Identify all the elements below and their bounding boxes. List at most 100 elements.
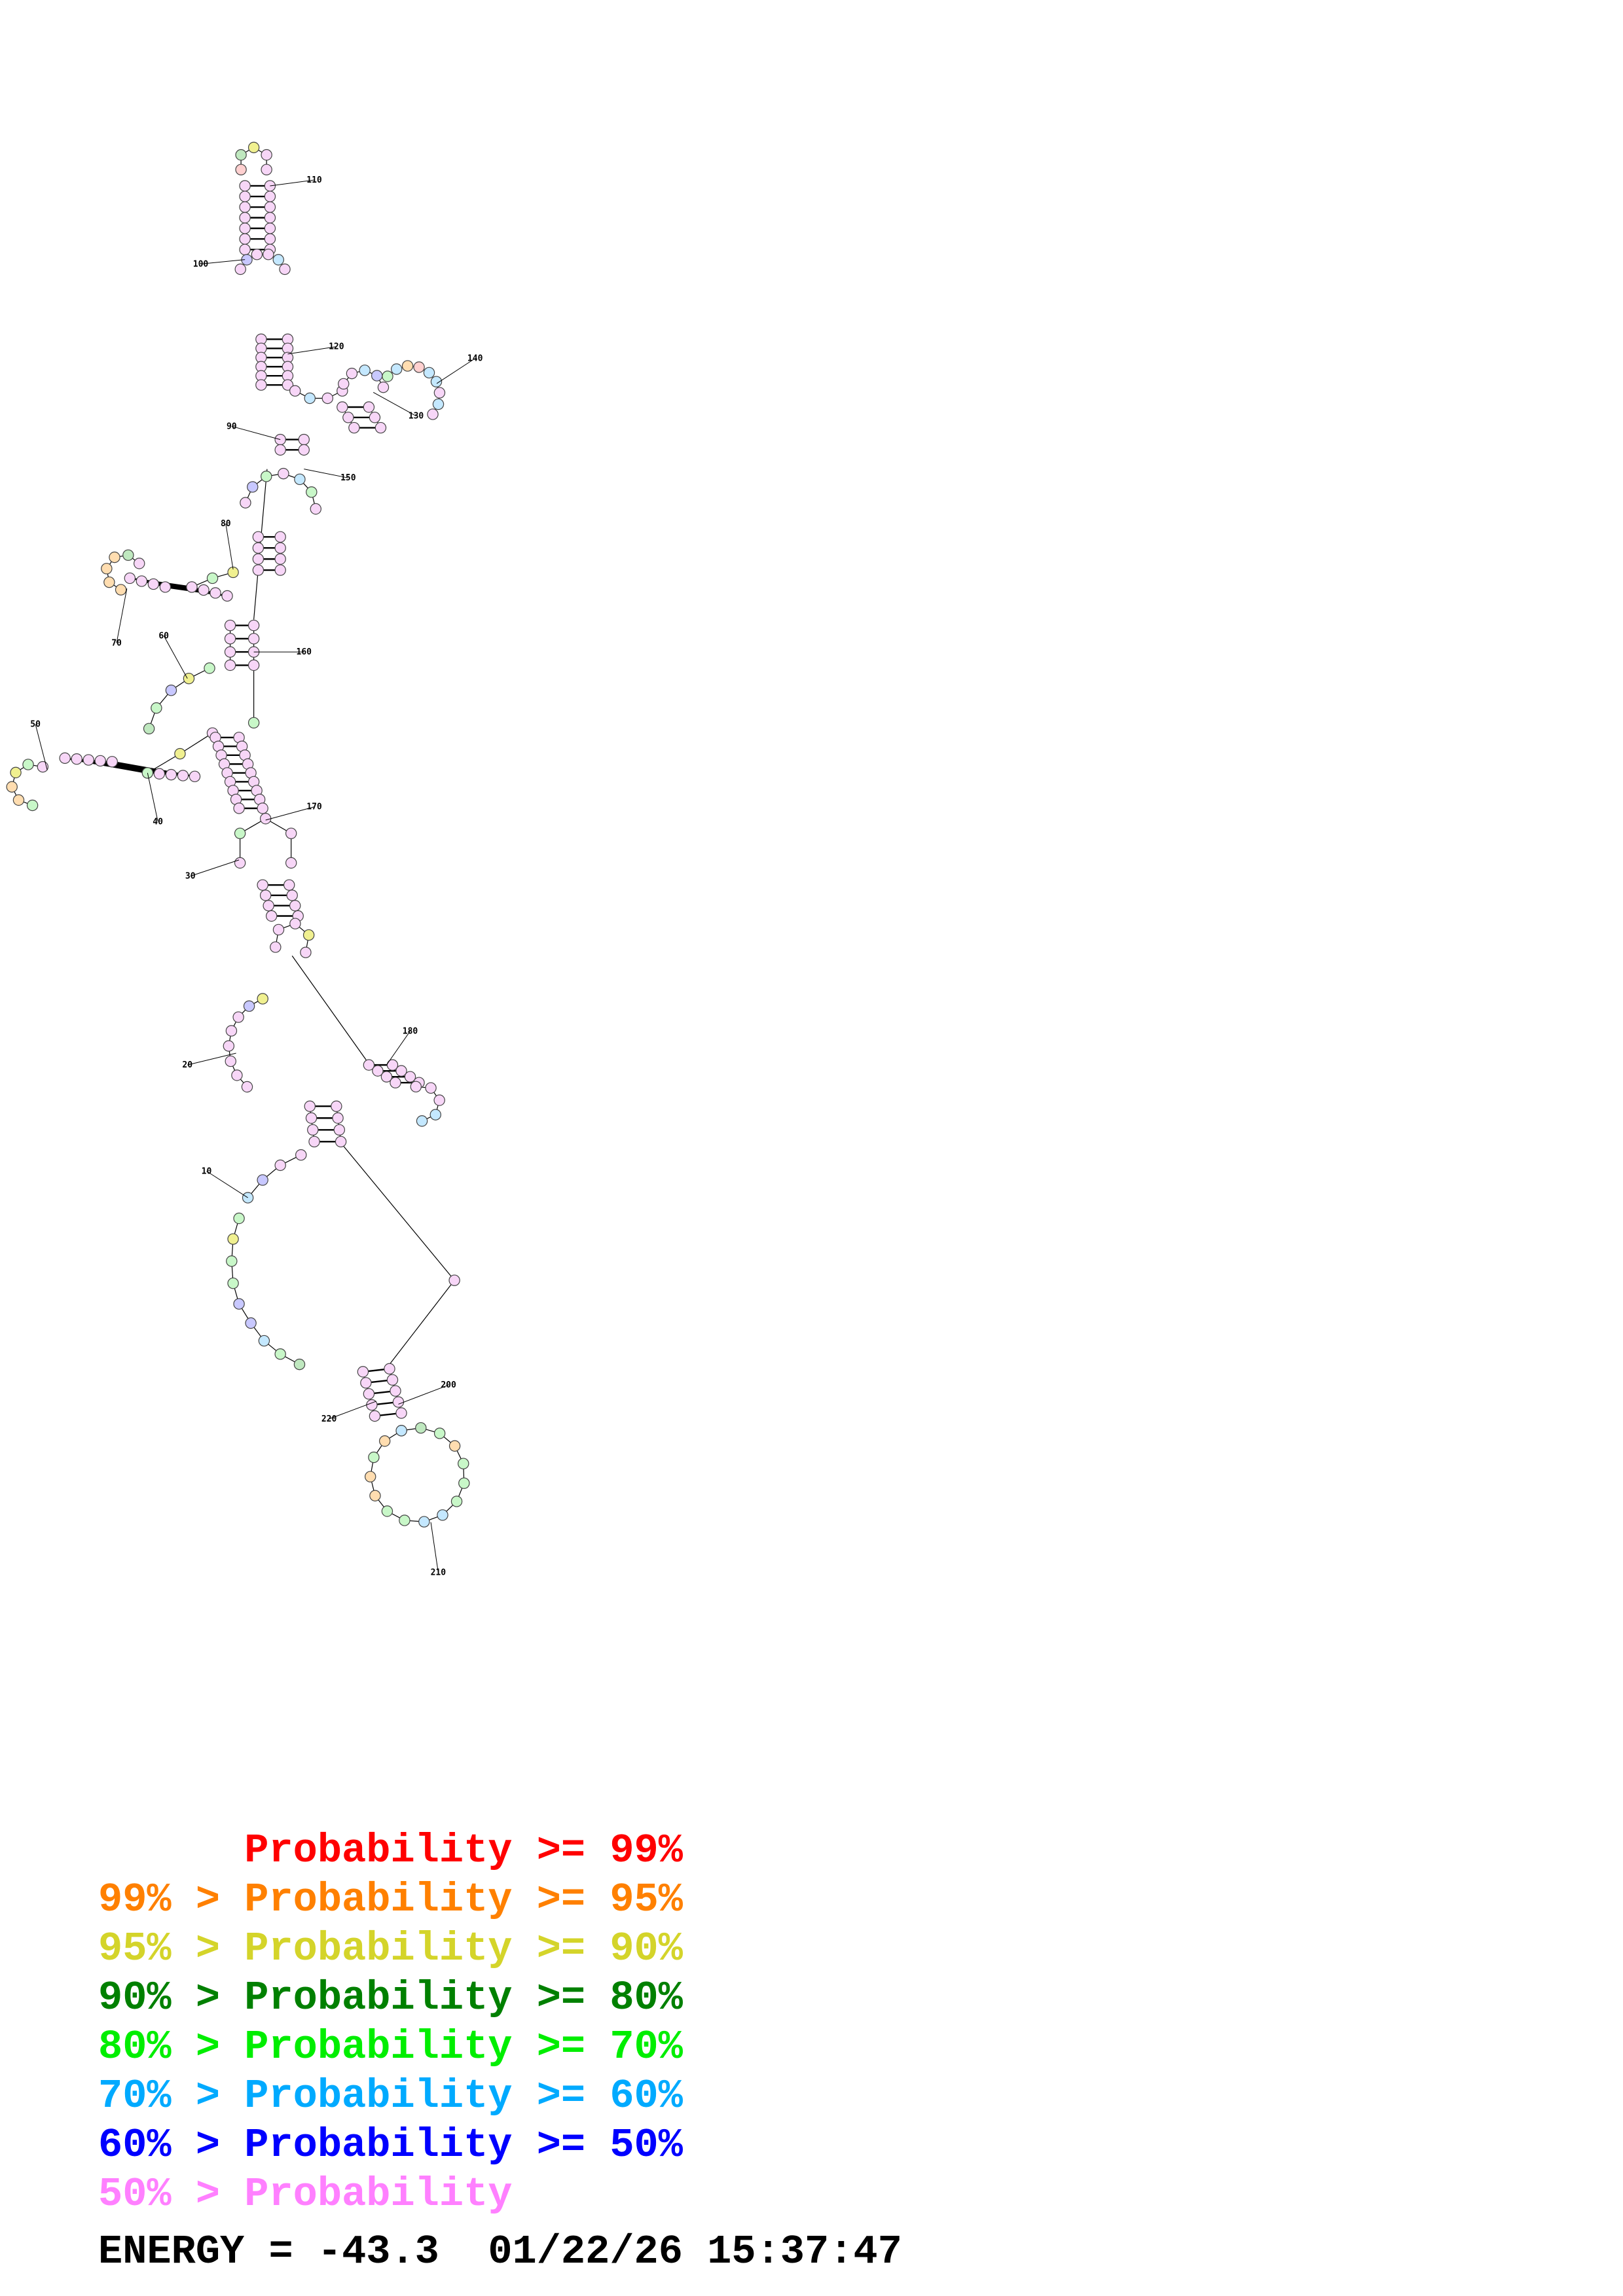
- nucleotide-node: [71, 753, 82, 765]
- nucleotide-node: [333, 1124, 346, 1136]
- nucleotide-node: [432, 398, 445, 410]
- nucleotide-node: [395, 1407, 407, 1419]
- nucleotide-node: [307, 1124, 319, 1136]
- nucleotide-node: [225, 1055, 236, 1067]
- legend-row: 60% > Probability >= 50%: [98, 2122, 683, 2168]
- nucleotide-node: [136, 575, 148, 587]
- position-label: 210: [431, 1568, 447, 1577]
- nucleotide-node: [305, 1112, 318, 1124]
- rna-secondary-structure-diagram: 10 20 30 40 50 60 70 80 90 100 110 120 130 140 150 160 1…: [6, 141, 483, 1577]
- nucleotide-node: [247, 717, 260, 728]
- position-label: 200: [441, 1380, 456, 1390]
- nucleotide-node: [332, 1112, 344, 1124]
- nucleotide-node: [204, 662, 215, 674]
- label-leader-line: [386, 1031, 410, 1066]
- nucleotide-node: [223, 1040, 235, 1052]
- nucleotide-node: [221, 590, 233, 602]
- label-leader-line: [225, 523, 234, 569]
- label-leader-line: [304, 469, 348, 478]
- nucleotide-node: [298, 444, 310, 456]
- nucleotide-node: [122, 549, 134, 561]
- nucleotide-node: [26, 799, 39, 812]
- nucleotide-node: [233, 802, 245, 814]
- nucleotide-node: [369, 412, 381, 423]
- nucleotide-node: [369, 1410, 381, 1422]
- nucleotide-node: [404, 1071, 416, 1083]
- nucleotide-node: [240, 497, 251, 509]
- backbone-segment: [389, 1280, 455, 1365]
- nucleotide-node: [239, 223, 251, 234]
- nucleotide-node: [274, 542, 286, 554]
- nucleotide-node: [234, 857, 246, 869]
- nucleotide-node: [224, 659, 236, 672]
- nucleotide-node: [285, 857, 297, 869]
- nucleotide-node: [390, 1385, 401, 1397]
- nucleotide-node: [186, 581, 198, 593]
- nucleotide-node: [381, 1505, 393, 1517]
- nucleotide-node: [395, 1425, 407, 1437]
- nucleotide-node: [458, 1458, 469, 1469]
- nucleotide-node: [363, 1388, 375, 1400]
- nucleotide-node: [82, 754, 94, 766]
- nucleotide-node: [369, 1490, 381, 1501]
- nucleotide-node: [227, 566, 239, 579]
- nucleotide-node: [363, 1059, 375, 1071]
- nucleotide-node: [232, 1011, 244, 1023]
- label-leader-line: [35, 724, 48, 770]
- nucleotide-node: [306, 486, 318, 498]
- nucleotide-node: [359, 365, 371, 376]
- nucleotide-node: [247, 659, 260, 672]
- nucleotide-node: [289, 900, 301, 912]
- nucleotide-node: [300, 946, 312, 958]
- nucleotide-node: [401, 360, 414, 372]
- nucleotide-node: [310, 503, 321, 515]
- nucleotide-node: [233, 1212, 245, 1225]
- nucleotide-node: [270, 941, 282, 953]
- position-label: 10: [202, 1166, 212, 1176]
- nucleotide-node: [302, 929, 315, 941]
- position-label: 50: [30, 720, 41, 730]
- label-leader-line: [147, 772, 158, 822]
- nucleotide-node: [231, 1069, 243, 1081]
- nucleotide-node: [274, 553, 286, 565]
- nucleotide-node: [274, 1348, 286, 1360]
- nucleotide-node: [289, 918, 301, 929]
- nucleotide-node: [247, 633, 260, 645]
- label-leader-line: [187, 1052, 236, 1066]
- nucleotide-node: [272, 924, 285, 936]
- energy-footer: ENERGY = -43.3 01/22/26 15:37:47: [98, 2229, 902, 2275]
- nucleotide-node: [252, 542, 264, 554]
- nucleotide-node: [380, 1071, 393, 1083]
- nucleotide-node: [448, 1440, 461, 1452]
- position-label: 20: [182, 1060, 192, 1070]
- nucleotide-node: [233, 1298, 245, 1310]
- nucleotide-node: [264, 211, 276, 224]
- nucleotide-node: [427, 408, 439, 420]
- legend-row: 99% > Probability >= 95%: [98, 1876, 683, 1923]
- label-leader-line: [270, 179, 315, 187]
- timestamp: 01/22/26 15:37:47: [488, 2229, 902, 2275]
- nucleotide-node: [416, 1115, 428, 1127]
- nucleotide-node: [374, 422, 387, 434]
- nucleotide-node: [395, 1065, 407, 1077]
- nucleotide-node: [429, 1109, 441, 1121]
- nucleotide-node: [418, 1516, 430, 1528]
- nucleotide-node: [247, 481, 259, 493]
- nucleotide-node: [364, 1471, 376, 1482]
- nucleotide-node: [59, 752, 71, 764]
- nucleotide-node: [415, 1422, 427, 1434]
- nucleotide-node: [390, 363, 403, 375]
- position-label: 140: [467, 354, 483, 364]
- nucleotide-node: [283, 879, 295, 891]
- position-label: 80: [221, 519, 231, 529]
- nucleotide-node: [252, 531, 264, 543]
- legend-row: Probability >= 99%: [98, 1827, 683, 1874]
- nucleotide-node: [430, 376, 443, 387]
- position-label: 110: [306, 175, 322, 185]
- position-labels: 10 20 30 40 50 60 70 80 90 100 110 120 130 140 150 160 1…: [30, 175, 483, 1577]
- nucleotide-node: [261, 471, 272, 482]
- nucleotide-node: [239, 243, 251, 256]
- position-label: 70: [111, 639, 122, 649]
- nucleotide-node: [263, 248, 274, 260]
- nucleotide-node: [115, 584, 127, 596]
